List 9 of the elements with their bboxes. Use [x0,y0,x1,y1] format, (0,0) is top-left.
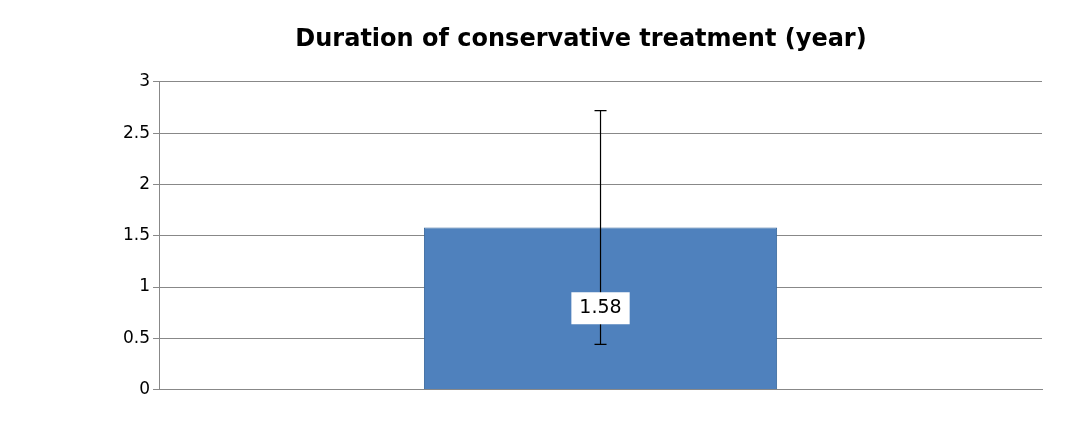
y-tick-label: 2.5 [122,121,151,142]
y-tick-label: 0.5 [122,326,151,347]
y-tick-label: 1.5 [122,224,151,245]
data-label: 1.58 [579,295,622,318]
chart-title: Duration of conservative treatment (year) [295,23,867,52]
y-tick-label: 3 [139,70,151,91]
y-tick-label: 0 [139,378,151,399]
y-tick-label: 1 [139,275,151,296]
y-tick-label: 2 [139,172,151,193]
